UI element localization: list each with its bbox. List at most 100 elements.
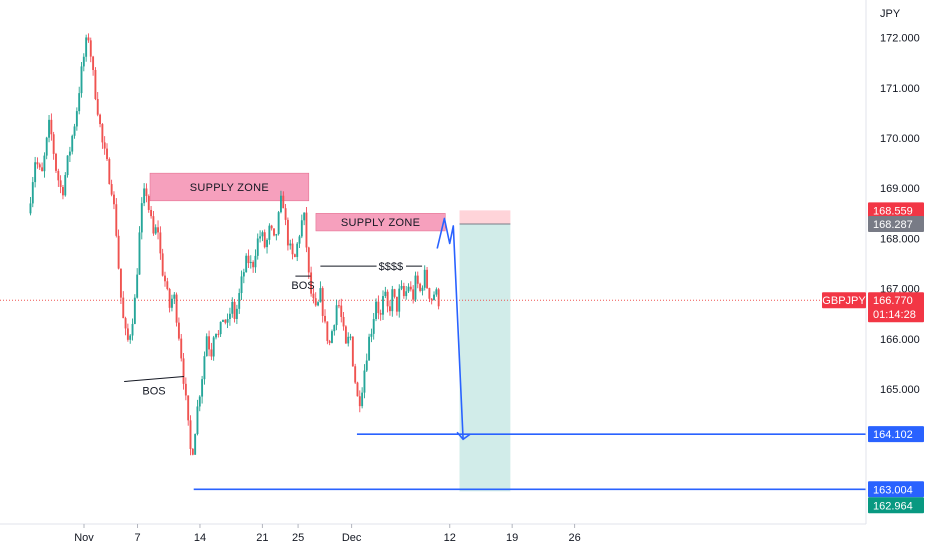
candle-body — [277, 212, 280, 235]
candle — [300, 214, 303, 239]
candle — [238, 288, 241, 314]
candle-body — [365, 360, 368, 371]
candle — [198, 395, 201, 412]
candle — [342, 311, 345, 331]
candle-body — [270, 225, 273, 229]
time-tick-label: Nov — [74, 532, 94, 544]
candle — [110, 179, 113, 197]
candle — [140, 197, 143, 240]
candle — [50, 113, 53, 141]
candle — [240, 270, 243, 300]
candle-body — [80, 66, 83, 94]
price-tick-label: 169.000 — [880, 183, 920, 195]
candle — [224, 319, 227, 325]
candle-body — [108, 159, 111, 185]
candle-body — [423, 269, 426, 288]
candle — [122, 291, 125, 319]
candle — [73, 123, 76, 139]
candle — [386, 289, 389, 313]
candle — [92, 55, 95, 76]
stop-loss-zone[interactable] — [459, 210, 511, 225]
candle-body — [286, 219, 289, 246]
candle-body — [389, 306, 391, 312]
supply-zone-box[interactable] — [149, 172, 310, 202]
candle — [215, 333, 217, 340]
candle — [391, 285, 394, 317]
candle — [59, 175, 62, 194]
candle — [219, 321, 222, 338]
candle — [177, 317, 180, 341]
time-tick-label: 19 — [506, 532, 518, 544]
bos-line[interactable] — [124, 376, 184, 383]
candle-body — [71, 135, 74, 152]
candle — [286, 217, 289, 251]
liquidity-marker[interactable]: $$$$ — [320, 261, 423, 273]
candle — [356, 381, 359, 397]
bos-marker[interactable]: BOS — [124, 376, 184, 398]
candle — [414, 271, 417, 302]
candle-body — [217, 333, 220, 335]
current-price-text: 166.770 — [873, 295, 913, 307]
candle-body — [347, 336, 350, 344]
candle — [101, 123, 104, 149]
candle-body — [282, 195, 285, 209]
take-profit-zone[interactable] — [459, 224, 511, 492]
candle-body — [344, 326, 347, 344]
candle-body — [398, 288, 401, 312]
candle — [282, 191, 285, 209]
symbol-tag-box — [822, 292, 866, 309]
candle — [117, 229, 120, 270]
candle — [201, 375, 204, 404]
supply-zone[interactable]: SUPPLY ZONE — [149, 172, 310, 202]
candle — [405, 286, 408, 300]
candle-body — [152, 216, 155, 234]
candle-body — [395, 296, 398, 312]
candle-body — [138, 232, 141, 275]
candle-body — [201, 379, 204, 397]
candle-body — [275, 234, 278, 236]
time-tick-label: 12 — [444, 532, 456, 544]
candle — [437, 287, 440, 310]
candle-body — [349, 336, 352, 338]
candle-body — [140, 203, 143, 233]
supply-zone[interactable]: SUPPLY ZONE — [315, 213, 446, 232]
time-axis[interactable]: Nov 7 14 21 25 Dec 12 19 26 — [74, 524, 581, 544]
target-price-tag-text: 162.964 — [873, 500, 913, 512]
candle — [171, 294, 173, 312]
candle — [191, 447, 194, 456]
candle-body — [321, 288, 324, 316]
candle-body — [358, 396, 361, 407]
candle — [103, 136, 106, 155]
candle-body — [433, 294, 435, 300]
candle — [85, 34, 88, 62]
candle-body — [363, 370, 366, 393]
current-price-tag: GBPJPY 166.770 01:14:28 — [822, 292, 924, 323]
candle-body — [256, 238, 259, 256]
candle-body — [215, 333, 217, 338]
candle — [363, 364, 366, 399]
candle-body — [94, 70, 97, 100]
projection-path[interactable] — [436, 217, 464, 440]
candle — [96, 92, 99, 117]
candle-body — [196, 406, 199, 435]
candle-body — [175, 294, 178, 323]
candle-body — [171, 298, 173, 308]
candle — [164, 271, 166, 287]
candle-body — [219, 321, 222, 335]
candle-body — [89, 40, 92, 57]
candle-body — [164, 275, 166, 282]
price-tick-label: 171.000 — [880, 83, 920, 95]
candle — [375, 298, 377, 322]
candle-body — [231, 301, 234, 314]
candle-body — [238, 293, 241, 309]
candle-body — [280, 195, 282, 213]
candle — [233, 299, 236, 323]
candle — [217, 330, 220, 338]
candle — [80, 61, 83, 98]
candle — [280, 190, 282, 214]
candle-body — [117, 235, 120, 269]
candle-body — [157, 227, 159, 233]
bos-marker[interactable]: BOS — [291, 275, 315, 292]
candle — [45, 136, 48, 160]
